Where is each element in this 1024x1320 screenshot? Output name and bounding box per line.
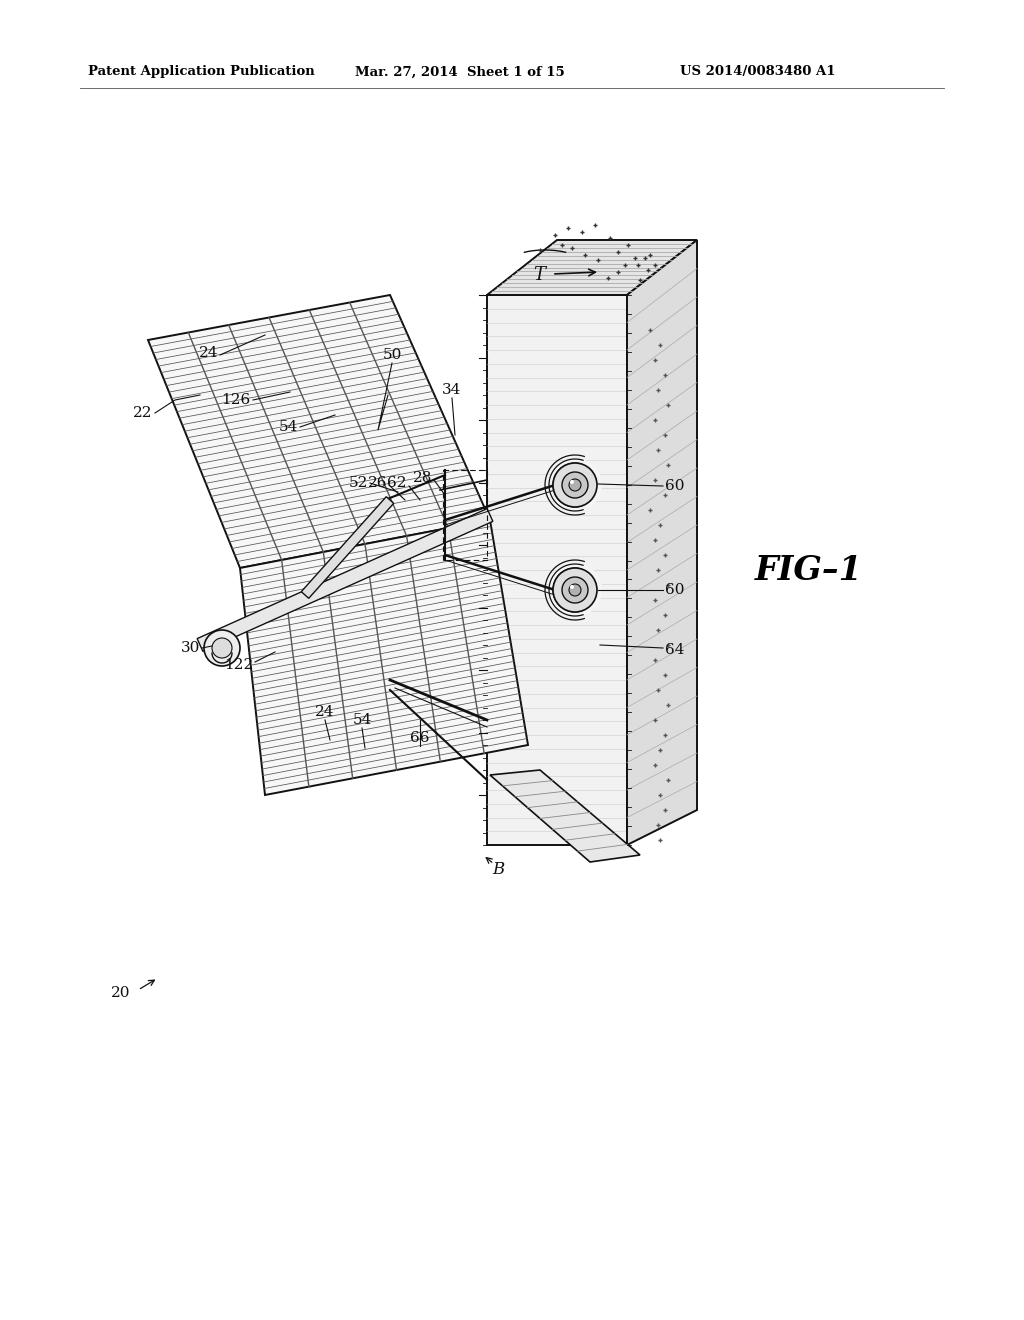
Text: B: B [492, 862, 504, 879]
Text: 64: 64 [665, 643, 684, 657]
Polygon shape [627, 240, 697, 845]
Text: 66: 66 [411, 731, 430, 744]
Polygon shape [301, 496, 393, 598]
Text: 24: 24 [315, 705, 335, 719]
Text: 54: 54 [352, 713, 372, 727]
Text: 60: 60 [665, 583, 684, 597]
Text: 52: 52 [348, 477, 368, 490]
Circle shape [570, 585, 574, 589]
Text: 22: 22 [132, 407, 152, 420]
Text: 30: 30 [180, 642, 200, 655]
Text: FIG–1: FIG–1 [755, 553, 863, 586]
Circle shape [212, 638, 232, 657]
Circle shape [562, 473, 588, 498]
Polygon shape [487, 240, 697, 294]
Text: 54: 54 [279, 420, 298, 434]
Polygon shape [240, 520, 528, 795]
Polygon shape [198, 508, 493, 651]
Circle shape [569, 583, 581, 597]
Text: 34: 34 [442, 383, 462, 397]
Circle shape [570, 480, 574, 484]
Polygon shape [490, 770, 640, 862]
Text: T: T [534, 267, 545, 284]
Circle shape [569, 479, 581, 491]
Text: US 2014/0083480 A1: US 2014/0083480 A1 [680, 66, 836, 78]
Circle shape [553, 568, 597, 612]
Polygon shape [487, 294, 627, 845]
Circle shape [553, 463, 597, 507]
Text: 26: 26 [368, 477, 387, 490]
Text: 24: 24 [199, 346, 218, 360]
Text: 50: 50 [382, 348, 401, 362]
Circle shape [548, 564, 602, 616]
Text: 122: 122 [224, 657, 253, 672]
Polygon shape [148, 294, 490, 568]
Circle shape [562, 577, 588, 603]
Text: 62: 62 [387, 477, 407, 490]
Text: Mar. 27, 2014  Sheet 1 of 15: Mar. 27, 2014 Sheet 1 of 15 [355, 66, 565, 78]
Circle shape [204, 630, 240, 667]
Text: 60: 60 [665, 479, 684, 492]
Text: 126: 126 [221, 393, 250, 407]
Text: 28: 28 [413, 471, 432, 484]
Text: Patent Application Publication: Patent Application Publication [88, 66, 314, 78]
Text: 20: 20 [111, 986, 130, 1001]
Circle shape [548, 458, 602, 512]
